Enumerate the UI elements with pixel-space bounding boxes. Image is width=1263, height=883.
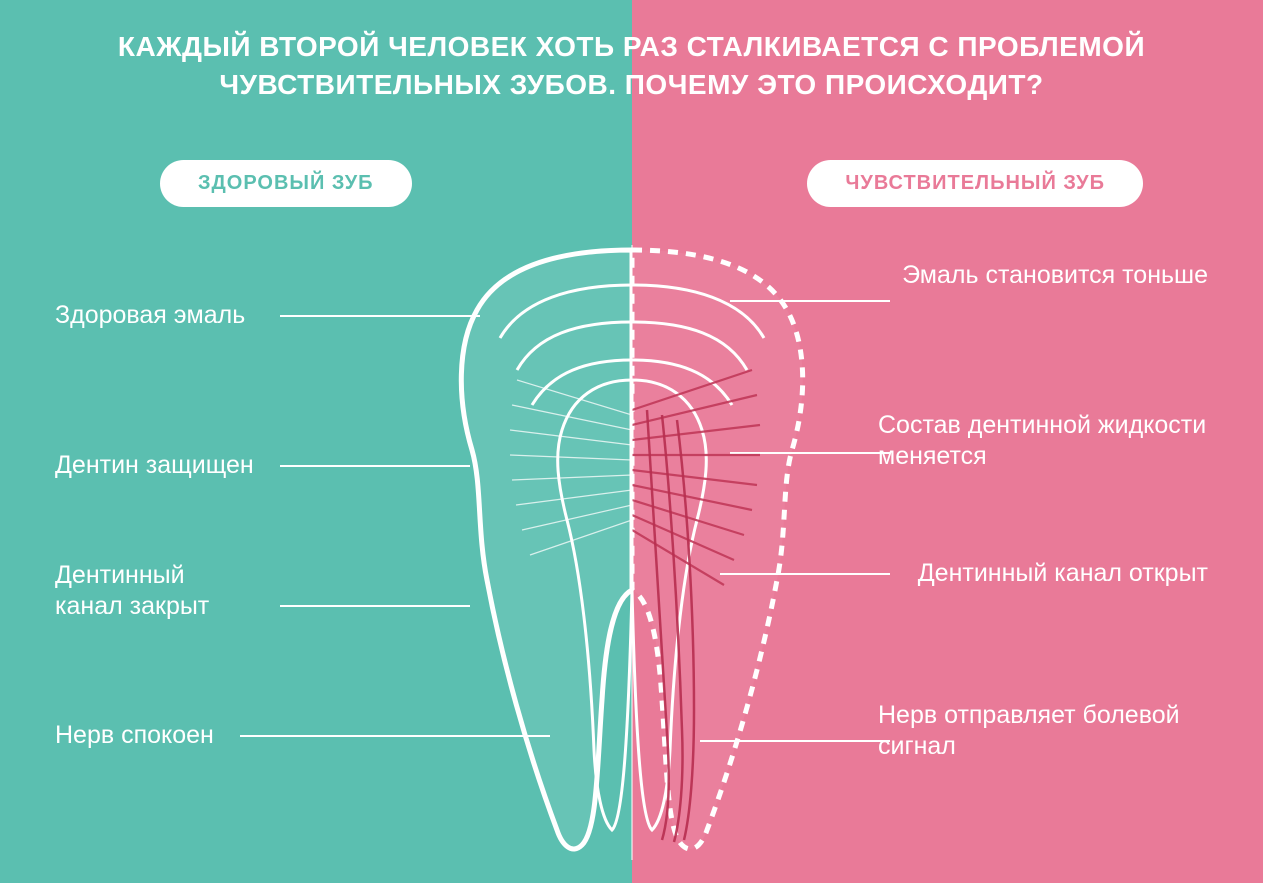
lead-left-1: [280, 465, 470, 467]
label-right-0: Эмаль становится тоньше: [902, 260, 1208, 291]
label-left-0: Здоровая эмаль: [55, 300, 245, 331]
lead-right-2: [720, 573, 890, 575]
label-left-1: Дентин защищен: [55, 450, 254, 481]
pill-healthy: ЗДОРОВЫЙ ЗУБ: [160, 160, 412, 207]
lead-right-1: [730, 452, 890, 454]
headline: КАЖДЫЙ ВТОРОЙ ЧЕЛОВЕК ХОТЬ РАЗ СТАЛКИВАЕ…: [0, 28, 1263, 104]
lead-right-0: [730, 300, 890, 302]
pill-sensitive: ЧУВСТВИТЕЛЬНЫЙ ЗУБ: [807, 160, 1143, 207]
lead-left-0: [280, 315, 480, 317]
label-left-2: Дентинный канал закрыт: [55, 560, 209, 623]
label-right-1: Состав дентинной жидкости меняется: [878, 410, 1208, 473]
label-right-2: Дентинный канал открыт: [918, 558, 1208, 589]
label-left-3: Нерв спокоен: [55, 720, 214, 751]
lead-left-2: [280, 605, 470, 607]
label-right-3: Нерв отправляет болевой сигнал: [878, 700, 1208, 763]
lead-right-3: [700, 740, 890, 742]
lead-left-3: [240, 735, 550, 737]
